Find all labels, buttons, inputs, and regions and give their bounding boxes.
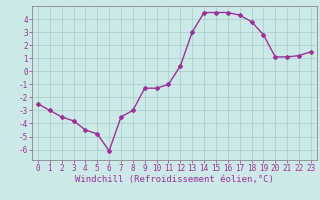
X-axis label: Windchill (Refroidissement éolien,°C): Windchill (Refroidissement éolien,°C): [75, 175, 274, 184]
